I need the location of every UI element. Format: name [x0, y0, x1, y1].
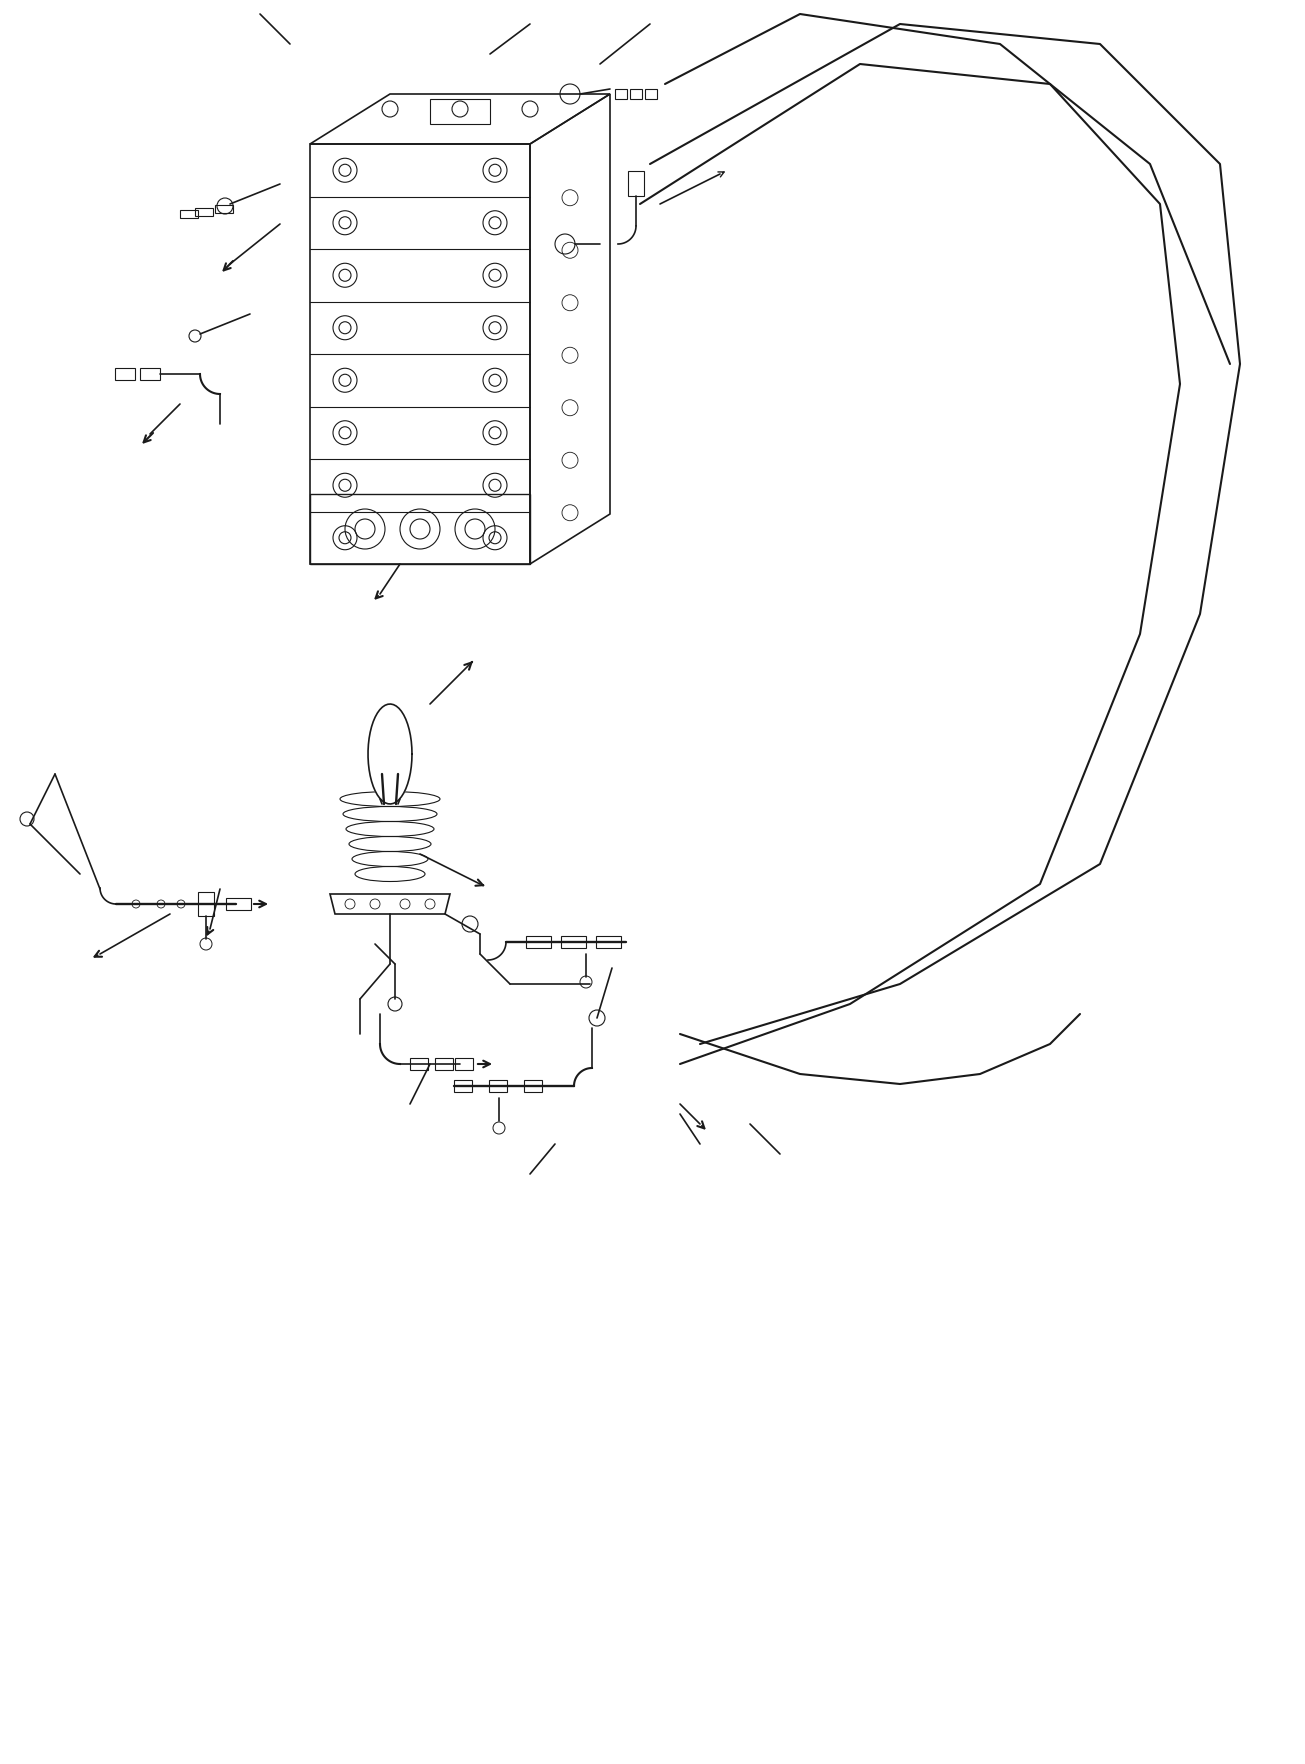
Bar: [435, 1058, 453, 1071]
Bar: [115, 369, 134, 381]
Bar: [645, 90, 656, 101]
Bar: [630, 90, 642, 101]
Bar: [526, 937, 551, 949]
Bar: [561, 937, 586, 949]
Bar: [489, 1080, 508, 1092]
Bar: [525, 1080, 542, 1092]
Bar: [596, 937, 621, 949]
Bar: [140, 369, 161, 381]
Bar: [180, 212, 198, 219]
Bar: [226, 898, 251, 910]
Bar: [628, 171, 643, 198]
Bar: [410, 1058, 428, 1071]
Bar: [454, 1080, 472, 1092]
Bar: [215, 206, 234, 213]
Bar: [198, 893, 214, 917]
Bar: [194, 208, 213, 217]
Polygon shape: [368, 704, 412, 804]
Bar: [455, 1058, 472, 1071]
Bar: [615, 90, 626, 101]
